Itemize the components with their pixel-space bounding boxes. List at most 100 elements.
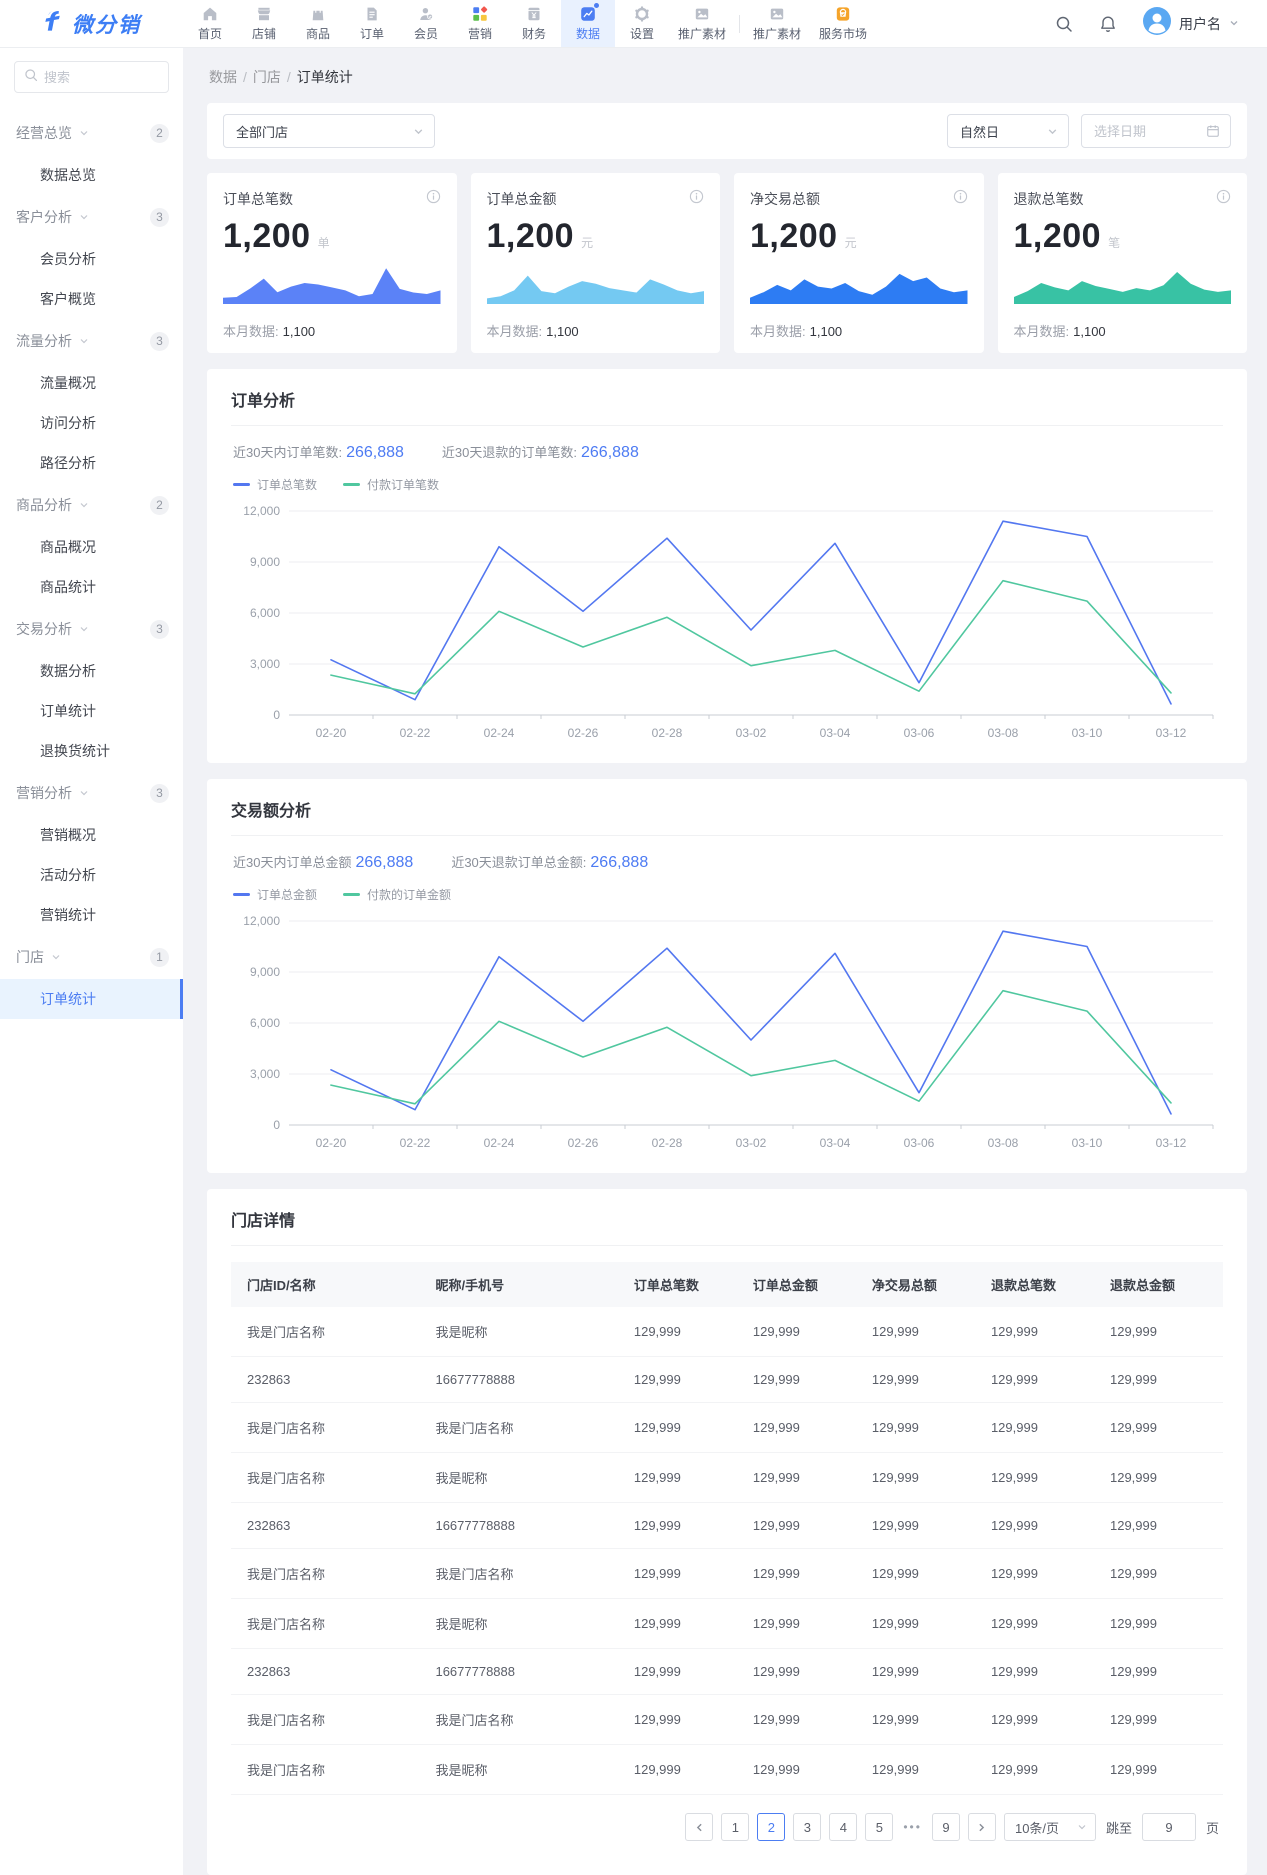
page-button-4[interactable]: 4 — [829, 1813, 858, 1841]
page-button-2[interactable]: 2 — [757, 1813, 786, 1841]
sidebar-item-活动分析[interactable]: 活动分析 — [40, 867, 96, 883]
sidebar-item-访问分析[interactable]: 访问分析 — [40, 415, 96, 431]
nav-item-member[interactable]: 会员 — [399, 0, 453, 47]
order-line-chart: 0 3,000 6,000 9,000 12,000 02-20 02-22 02-24 02-… — [231, 497, 1223, 749]
sidebar-group-营销分析[interactable]: 营销分析 3 — [0, 771, 183, 815]
jump-page-suffix: 页 — [1205, 1820, 1219, 1836]
legend-color — [233, 893, 250, 896]
legend-item[interactable]: 付款的订单金额 — [343, 886, 451, 903]
legend-color — [343, 483, 361, 486]
page-button-5[interactable]: 5 — [865, 1813, 894, 1841]
sidebar-search-input[interactable] — [44, 69, 159, 85]
chevron-down-icon — [79, 128, 89, 138]
table-cell: 129,999 — [617, 1598, 737, 1649]
sidebar-item-商品统计[interactable]: 商品统计 — [40, 579, 96, 595]
order-icon — [364, 5, 380, 22]
sidebar-item-数据分析[interactable]: 数据分析 — [40, 663, 96, 679]
page-button-9[interactable]: 9 — [931, 1813, 960, 1841]
sidebar-search[interactable] — [14, 61, 169, 93]
user-menu[interactable]: 用户名 — [1143, 7, 1239, 40]
nav-item-store[interactable]: 店铺 — [237, 0, 291, 47]
data-icon — [580, 3, 599, 22]
sidebar-item-路径分析[interactable]: 路径分析 — [40, 455, 96, 471]
sidebar-item-退换货统计[interactable]: 退换货统计 — [40, 743, 110, 759]
table-cell: 129,999 — [617, 1548, 737, 1599]
jump-to-page-input[interactable] — [1141, 1813, 1196, 1841]
sidebar-group-客户分析[interactable]: 客户分析 3 — [0, 195, 183, 239]
info-icon[interactable] — [1216, 189, 1231, 209]
date-picker[interactable] — [1081, 114, 1231, 148]
sidebar-group-经营总览[interactable]: 经营总览 2 — [0, 111, 183, 155]
stat-footer-label: 本月数据: — [223, 324, 279, 339]
table-cell: 129,999 — [736, 1452, 856, 1503]
date-input[interactable] — [1094, 123, 1206, 139]
legend-item[interactable]: 订单总金额 — [233, 886, 317, 903]
home-icon — [202, 5, 218, 22]
period-select[interactable]: 自然日 — [947, 114, 1069, 148]
table-column-header: 昵称/手机号 — [419, 1262, 618, 1307]
sidebar-group-交易分析[interactable]: 交易分析 3 — [0, 607, 183, 651]
table-cell: 129,999 — [855, 1452, 975, 1503]
chevron-down-icon — [51, 952, 61, 962]
store-select[interactable]: 全部门店 — [223, 114, 435, 148]
sidebar-item-客户概览[interactable]: 客户概览 — [40, 291, 96, 307]
bell-icon[interactable] — [1099, 15, 1117, 33]
prev-page-button[interactable] — [685, 1813, 714, 1841]
page-size-select[interactable]: 10条/页 — [1003, 1813, 1096, 1841]
nav-item-goods[interactable]: 商品 — [291, 0, 345, 47]
sidebar-group-商品分析[interactable]: 商品分析 2 — [0, 483, 183, 527]
table-cell: 16677778888 — [419, 1502, 618, 1549]
page-button-3[interactable]: 3 — [793, 1813, 822, 1841]
info-icon[interactable] — [426, 189, 441, 209]
stat-card-header: 净交易总额 — [750, 189, 968, 209]
page-button-1[interactable]: 1 — [721, 1813, 750, 1841]
table-cell: 129,999 — [1093, 1402, 1223, 1453]
sidebar-item-流量概况[interactable]: 流量概况 — [40, 375, 96, 391]
stat-card-footer: 本月数据: 1,100 — [1014, 310, 1232, 353]
app-logo[interactable]: 微分销 — [0, 0, 183, 47]
trade-line-chart: 0 3,000 6,000 9,000 12,000 02-20 02-22 02-24 02-… — [231, 907, 1223, 1159]
nav-item-media[interactable]: 推广素材 — [744, 0, 810, 47]
stat-card-订单总笔数: 订单总笔数 1,200 单本月数据: 1,100 — [207, 173, 457, 353]
nav-item-marketing[interactable]: 营销 — [453, 0, 507, 47]
sidebar-item-商品概况[interactable]: 商品概况 — [40, 539, 96, 555]
legend-item[interactable]: 订单总笔数 — [233, 476, 317, 493]
info-icon[interactable] — [689, 189, 704, 209]
stat-footer-label: 本月数据: — [1013, 324, 1070, 339]
stat-card-header: 订单总笔数 — [223, 189, 441, 209]
table-cell: 129,999 — [974, 1548, 1094, 1599]
table-cell: 129,999 — [736, 1356, 856, 1403]
avatar — [1143, 7, 1171, 40]
sidebar-item-订单统计[interactable]: 订单统计 — [40, 703, 96, 719]
period-select-value: 自然日 — [960, 124, 1000, 140]
info-icon[interactable] — [953, 189, 968, 209]
nav-item-finance[interactable]: 财务 — [507, 0, 561, 47]
chevron-down-icon — [1077, 1820, 1087, 1835]
table-row: 我是门店名称 我是昵称 129,999 129,999 129,999 129,999 12… — [231, 1307, 1223, 1357]
breadcrumb-item[interactable]: 门店 — [252, 69, 281, 85]
table-row: 我是门店名称 我是昵称 129,999 129,999 129,999 129,999 12… — [231, 1744, 1223, 1795]
sidebar-group-流量分析[interactable]: 流量分析 3 — [0, 319, 183, 363]
sidebar-group-门店[interactable]: 门店 1 — [0, 935, 183, 979]
sidebar-item-会员分析[interactable]: 会员分析 — [40, 251, 96, 267]
nav-item-settings[interactable]: 设置 — [615, 0, 669, 47]
sidebar-item-数据总览[interactable]: 数据总览 — [40, 167, 96, 183]
next-page-button[interactable] — [967, 1813, 996, 1841]
sidebar-item-营销概况[interactable]: 营销概况 — [40, 827, 96, 843]
sidebar-item-订单统计[interactable]: 订单统计 — [0, 979, 183, 1019]
stat-amount-30d: 近30天内订单总金额 266,888 — [233, 854, 414, 871]
legend-item[interactable]: 付款订单笔数 — [343, 476, 439, 493]
table-cell: 我是门店名称 — [231, 1402, 420, 1453]
nav-item-media[interactable]: 推广素材 — [669, 0, 735, 47]
sidebar-item-营销统计[interactable]: 营销统计 — [40, 907, 96, 923]
table-cell: 129,999 — [617, 1502, 737, 1549]
table-cell: 232863 — [231, 1502, 420, 1549]
nav-item-order[interactable]: 订单 — [345, 0, 399, 47]
search-icon[interactable] — [1055, 15, 1073, 33]
table-cell: 129,999 — [974, 1744, 1094, 1795]
table-cell: 129,999 — [855, 1744, 975, 1795]
nav-item-market[interactable]: 服务市场 — [810, 0, 876, 47]
breadcrumb-item[interactable]: 数据 — [209, 69, 237, 85]
nav-item-data[interactable]: 数据 — [561, 0, 615, 47]
nav-item-home[interactable]: 首页 — [183, 0, 237, 47]
